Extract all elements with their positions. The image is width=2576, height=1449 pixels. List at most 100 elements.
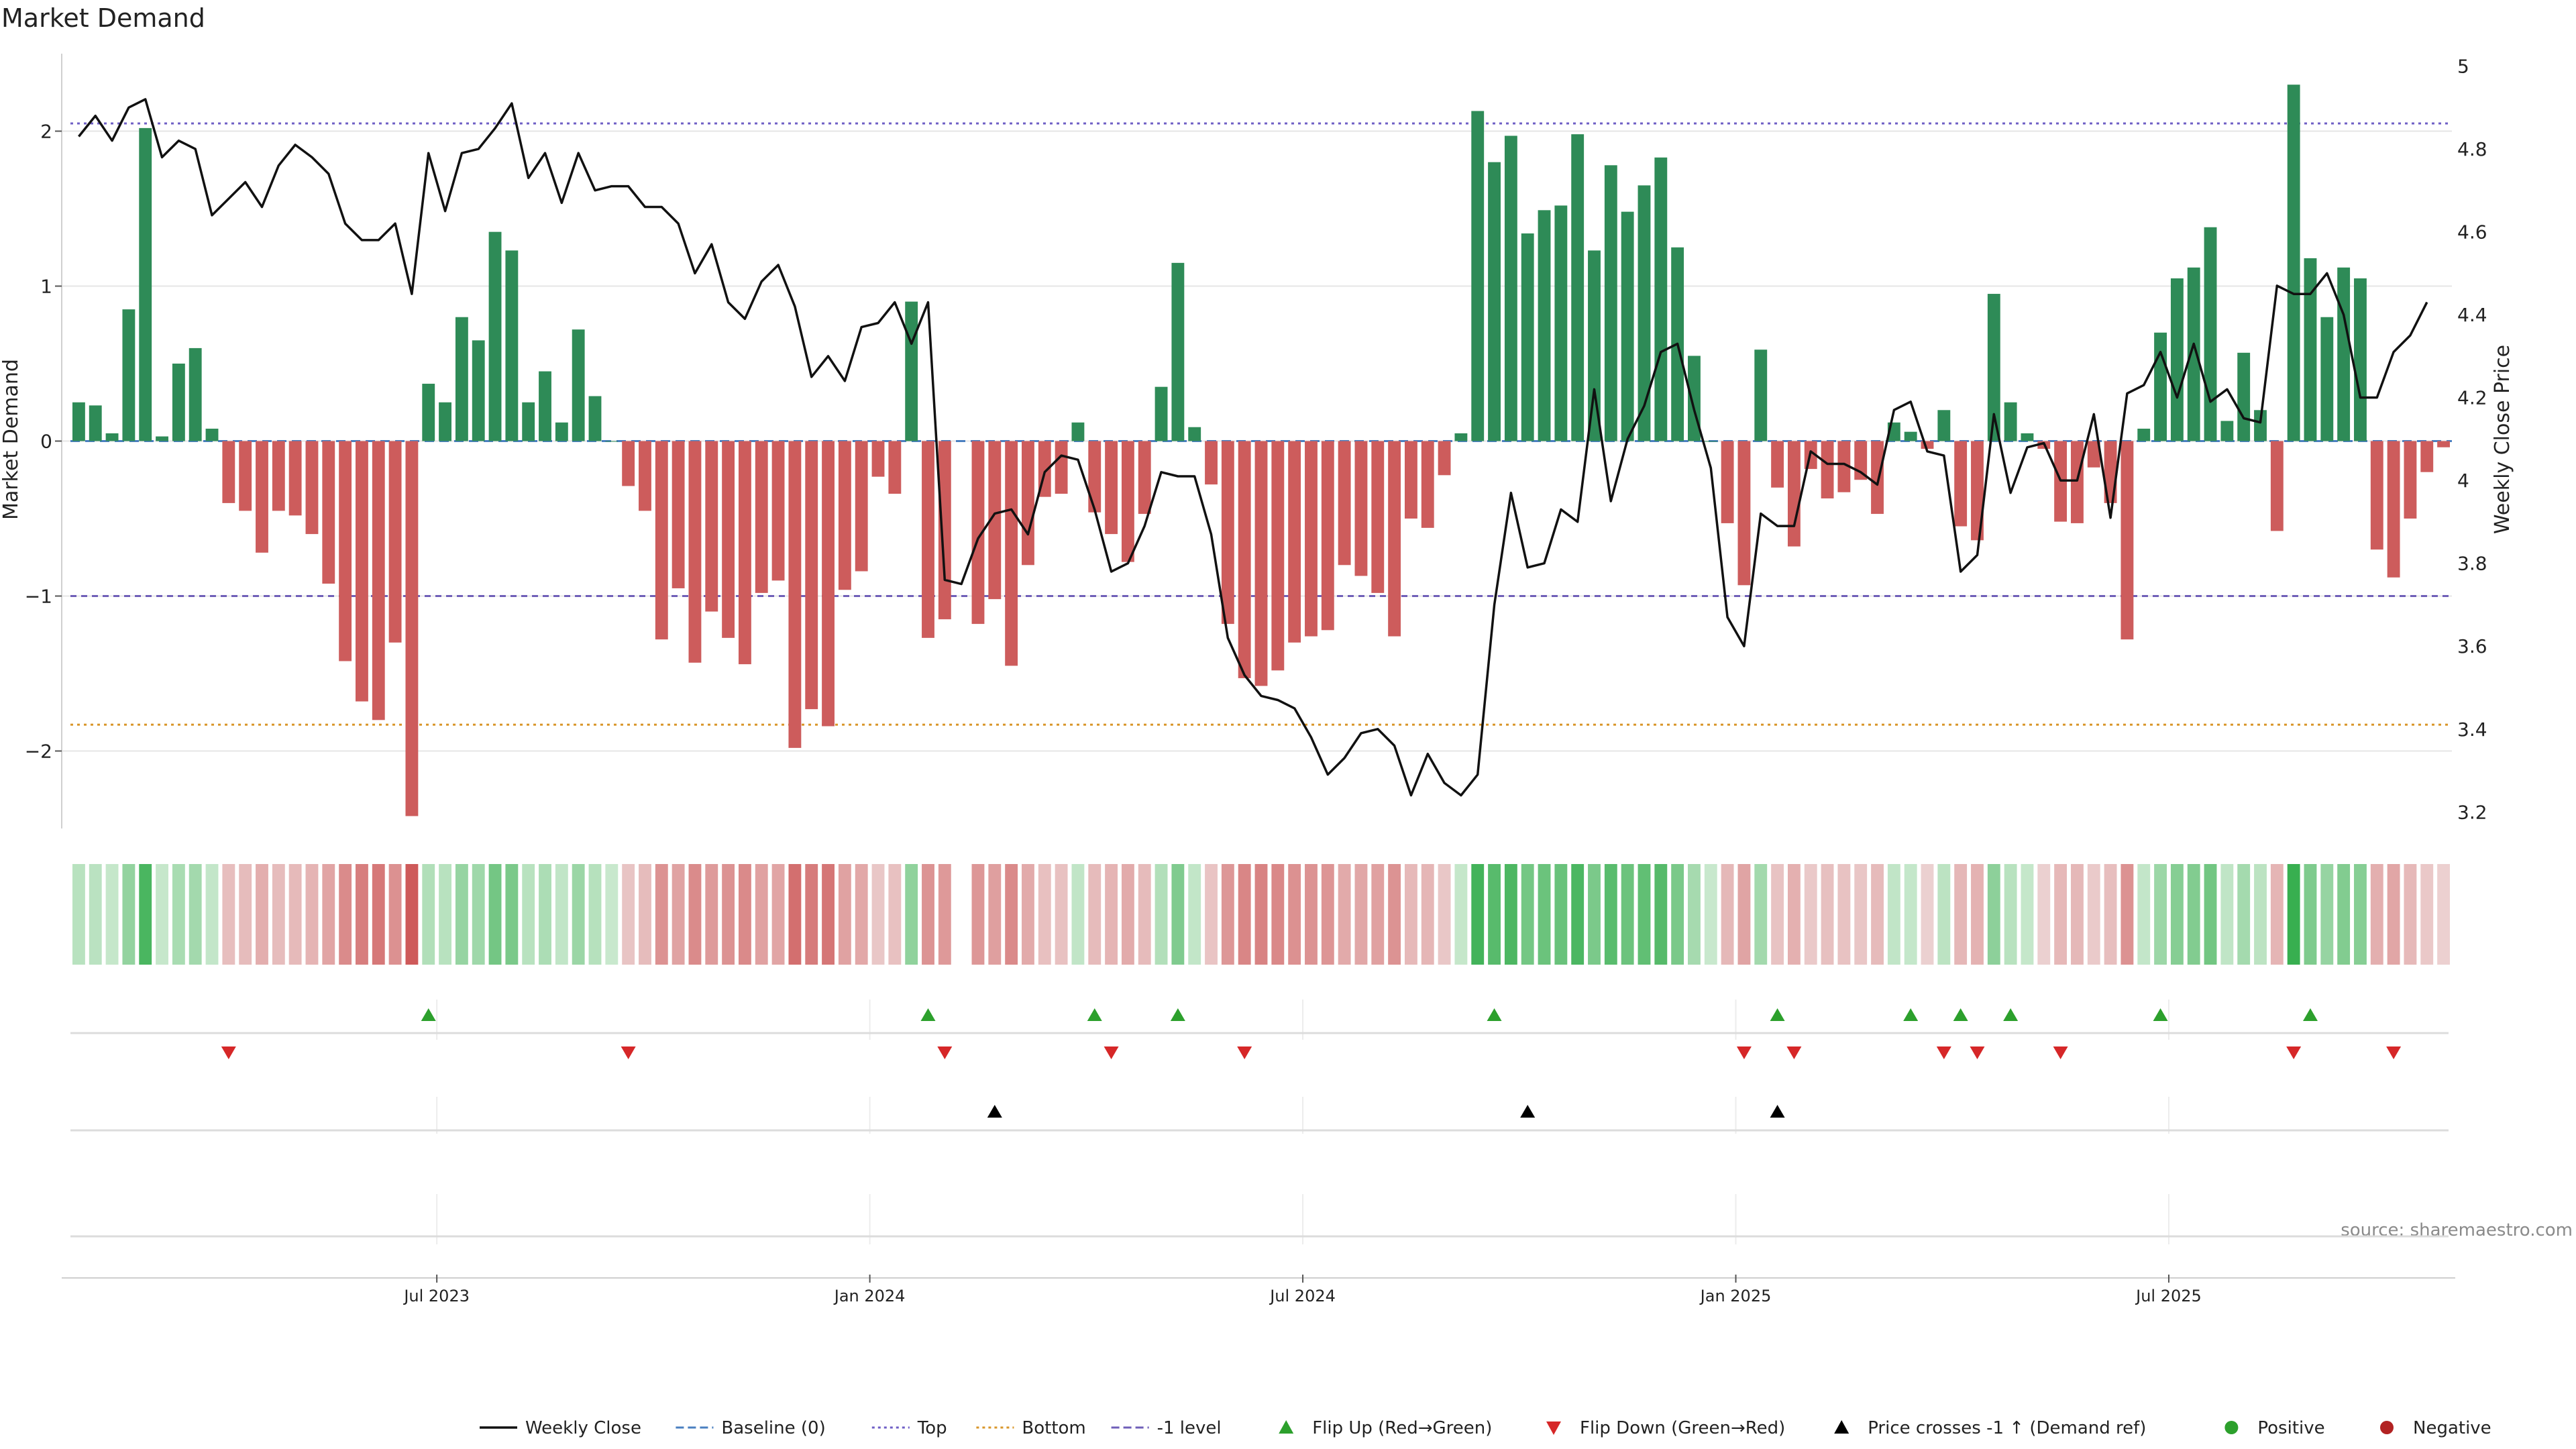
demand-bar <box>1704 441 1717 442</box>
demand-bar <box>422 384 435 441</box>
demand-bar <box>755 441 768 593</box>
x-tick-label: Jul 2023 <box>402 1287 470 1305</box>
demand-bar <box>305 441 319 535</box>
heat-cell <box>2054 864 2068 965</box>
heat-cell <box>2220 864 2234 965</box>
demand-bar <box>2420 441 2434 472</box>
y-axis-right-label: Weekly Close Price <box>2491 345 2514 534</box>
y-tick-label-left: 0 <box>40 431 52 453</box>
demand-bar <box>1238 441 1251 678</box>
legend-swatch-triangle-up <box>1279 1420 1294 1434</box>
demand-bar <box>572 329 585 441</box>
demand-bar <box>805 441 818 710</box>
heat-cell <box>189 864 202 965</box>
heat-cell <box>655 864 668 965</box>
flip-up-marker <box>1087 1008 1102 1021</box>
heat-cell <box>1921 864 1934 965</box>
heat-cell <box>1338 864 1351 965</box>
heat-cell <box>688 864 702 965</box>
demand-bar <box>705 441 718 612</box>
heat-cell <box>1471 864 1485 965</box>
heat-cell <box>1354 864 1368 965</box>
demand-bar <box>1571 134 1585 441</box>
y-tick-label-left: −1 <box>25 586 52 608</box>
flip-down-marker <box>221 1046 236 1059</box>
demand-bar <box>372 441 385 720</box>
demand-bar <box>2370 441 2383 550</box>
demand-bar <box>239 441 252 511</box>
demand-bar <box>1071 422 1085 441</box>
demand-bar <box>1421 441 1434 528</box>
heat-cell <box>1987 864 2000 965</box>
demand-bar <box>1205 441 1218 485</box>
demand-bar <box>505 250 519 441</box>
heat-cell <box>1887 864 1900 965</box>
demand-bar <box>1971 441 1984 541</box>
price-cross-marker <box>1770 1105 1785 1118</box>
heat-cell <box>1937 864 1951 965</box>
legend-label: Positive <box>2257 1418 2324 1438</box>
demand-bar <box>2320 317 2334 441</box>
flip-up-marker <box>920 1008 936 1021</box>
heat-cell <box>122 864 136 965</box>
demand-bar <box>655 441 668 640</box>
heat-cell <box>588 864 602 965</box>
demand-bar <box>1954 441 1968 527</box>
heat-cell <box>2187 864 2200 965</box>
heat-cell <box>472 864 485 965</box>
heat-cell <box>805 864 818 965</box>
demand-bar <box>2220 421 2234 441</box>
demand-bar <box>189 347 202 441</box>
heat-cell <box>2254 864 2267 965</box>
demand-bar <box>1771 441 1784 488</box>
demand-bar <box>988 441 1002 600</box>
heat-cell <box>1654 864 1668 965</box>
heat-cell <box>1521 864 1534 965</box>
heat-cell <box>1305 864 1318 965</box>
heat-cell <box>1854 864 1868 965</box>
heat-cell <box>1138 864 1151 965</box>
y-tick-label-right: 4.4 <box>2457 304 2487 326</box>
heat-cell <box>1688 864 1701 965</box>
heat-cell <box>1904 864 1917 965</box>
demand-bar <box>1055 441 1068 494</box>
flip-down-marker <box>2053 1046 2068 1059</box>
heat-cell <box>505 864 519 965</box>
legend: Weekly Close Baseline (0) Top Bottom -1 leve… <box>480 1418 2491 1438</box>
demand-bar <box>1371 441 1385 593</box>
demand-bar <box>339 441 352 661</box>
heat-cell <box>1404 864 1417 965</box>
flip-up-marker <box>1170 1008 1185 1021</box>
heat-cell <box>205 864 219 965</box>
legend-label: Negative <box>2413 1418 2491 1438</box>
demand-bar <box>72 402 85 441</box>
demand-bar <box>1588 250 1601 441</box>
price-cross-marker <box>987 1105 1002 1118</box>
heat-cell <box>672 864 685 965</box>
heat-cell <box>1254 864 1268 965</box>
legend-item: Bottom <box>976 1418 1086 1438</box>
heat-cell <box>1554 864 1568 965</box>
flip-down-marker <box>1237 1046 1252 1059</box>
demand-bar <box>2337 267 2351 441</box>
demand-bar <box>322 441 335 584</box>
demand-bar <box>1754 350 1768 441</box>
heat-cell <box>871 864 885 965</box>
demand-bar <box>522 402 535 441</box>
demand-bar <box>1188 427 1201 441</box>
heat-cell <box>2354 864 2367 965</box>
price-cross-marker <box>1520 1105 1536 1118</box>
legend-swatch-circle <box>2224 1421 2239 1434</box>
heat-cell <box>1022 864 1034 965</box>
heat-cell <box>288 864 302 965</box>
demand-bar <box>2254 410 2267 441</box>
legend-label: Bottom <box>1022 1418 1085 1438</box>
demand-bar <box>2437 441 2451 447</box>
flip-markers-panel <box>70 1008 2449 1059</box>
demand-bar <box>1155 386 1168 441</box>
demand-bar <box>888 441 902 494</box>
demand-bar <box>1604 165 1617 441</box>
y-tick-label-right: 4.6 <box>2457 221 2487 244</box>
demand-bar <box>2154 332 2167 441</box>
heat-cell <box>1488 864 1501 965</box>
